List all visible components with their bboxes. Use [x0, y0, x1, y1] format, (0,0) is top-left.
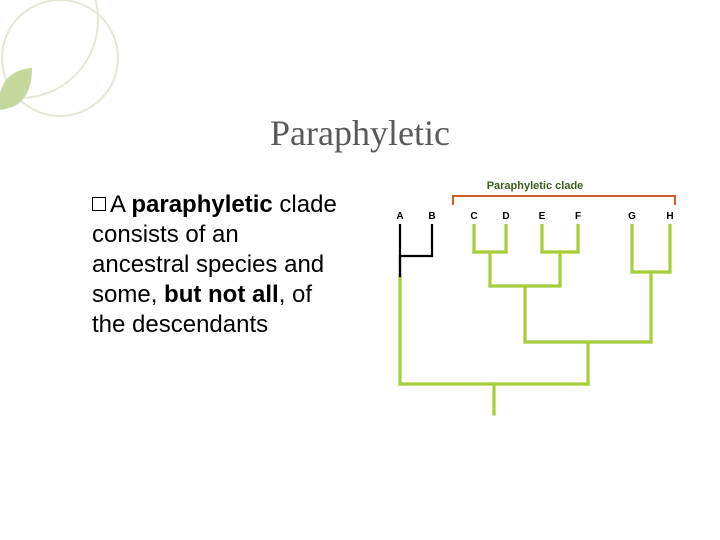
taxon-label: E — [536, 211, 548, 222]
taxon-label: A — [394, 211, 406, 222]
taxon-label: G — [626, 211, 638, 222]
body-paragraph: A paraphyletic clade consists of an ance… — [92, 190, 337, 340]
bullet-icon — [92, 197, 106, 211]
taxon-label: B — [426, 211, 438, 222]
taxon-label: D — [500, 211, 512, 222]
taxon-label: F — [572, 211, 584, 222]
slide-title: Paraphyletic — [0, 112, 720, 154]
body-bold-2: but not all — [164, 281, 279, 308]
clade-label: Paraphyletic clade — [380, 180, 690, 192]
body-prefix: A — [110, 191, 131, 218]
taxon-label: H — [664, 211, 676, 222]
body-bold-1: paraphyletic — [131, 191, 272, 218]
tree-lines — [380, 224, 690, 424]
cladogram-diagram: Paraphyletic clade A B C D E F G H — [380, 180, 690, 440]
clade-bracket — [452, 195, 676, 205]
taxon-label: C — [468, 211, 480, 222]
